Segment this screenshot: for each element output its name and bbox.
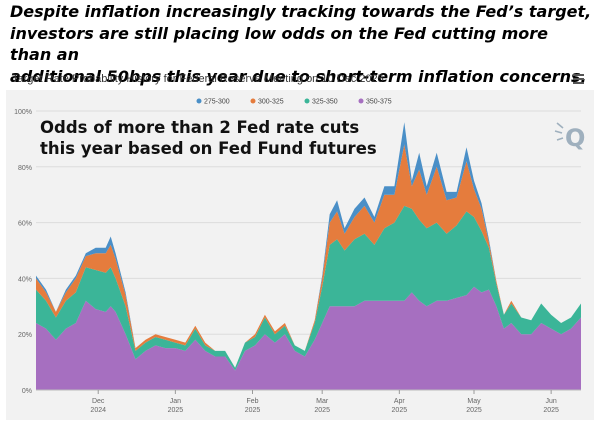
chart-title: Target Rate Probability History for Fede…: [12, 73, 384, 85]
hamburger-menu-icon[interactable]: [573, 74, 584, 84]
area-series-325-350: [36, 205, 581, 371]
x-tick-label-year: 2024: [90, 407, 106, 414]
x-tick-label-year: 2025: [314, 407, 330, 414]
y-tick-label: 60%: [18, 221, 32, 228]
svg-text:Q: Q: [565, 124, 585, 152]
menu-bar: [573, 78, 584, 80]
legend-label-300-325: 300-325: [258, 99, 284, 106]
y-tick-label: 80%: [18, 165, 32, 172]
x-tick-label-year: 2025: [168, 407, 184, 414]
legend-marker-325-350: [304, 98, 310, 104]
headline-line-2: investors are still placing low odds on …: [10, 23, 548, 65]
legend-marker-275-300: [196, 98, 202, 104]
legend-label-275-300: 275-300: [204, 99, 230, 106]
chart-area: 0% 20% 40% 60% 80% 100% Dec 2024 Jan 2025 Feb 2025 M…: [6, 90, 594, 420]
menu-bar: [573, 74, 584, 76]
x-tick-label-year: 2025: [245, 407, 261, 414]
area-series-300-325: [36, 144, 581, 368]
y-tick-label: 40%: [18, 276, 32, 283]
legend-marker-350-375: [358, 98, 364, 104]
x-tick-label-month: May: [467, 398, 481, 405]
y-tick-label: 20%: [18, 332, 32, 339]
x-tick-label-year: 2025: [543, 407, 559, 414]
x-tick-label-month: Dec: [92, 398, 105, 405]
chart-annotation: Odds of more than 2 Fed rate cuts this y…: [40, 118, 377, 159]
x-tick-label-month: Apr: [394, 398, 406, 405]
area-series-350-375: [36, 286, 581, 390]
x-tick-label-year: 2025: [392, 407, 408, 414]
x-tick-label-month: Mar: [316, 398, 329, 405]
y-tick-label: 100%: [14, 109, 32, 116]
annotation-line-2: this year based on Fed Fund futures: [40, 138, 377, 158]
headline-line-1: Despite inflation increasingly tracking …: [10, 2, 592, 21]
x-tick-label-year: 2025: [466, 407, 482, 414]
legend-label-350-375: 350-375: [366, 99, 392, 106]
annotation-line-1: Odds of more than 2 Fed rate cuts: [40, 118, 360, 137]
x-tick-label-month: Feb: [246, 398, 258, 405]
menu-bar: [573, 82, 584, 84]
legend-label-325-350: 325-350: [312, 99, 338, 106]
legend-marker-300-325: [250, 98, 256, 104]
x-tick-label-month: Jan: [170, 398, 181, 405]
quikstrike-q-logo-icon: Q: [554, 122, 585, 152]
area-chart: 0% 20% 40% 60% 80% 100% Dec 2024 Jan 2025 Feb 2025 M…: [14, 98, 581, 414]
headline: Despite inflation increasingly tracking …: [10, 1, 594, 87]
headline-line-3: additional 50bps this year due to short-…: [10, 66, 587, 86]
y-tick-label: 0%: [22, 388, 32, 395]
x-tick-label-month: Jun: [545, 398, 556, 405]
